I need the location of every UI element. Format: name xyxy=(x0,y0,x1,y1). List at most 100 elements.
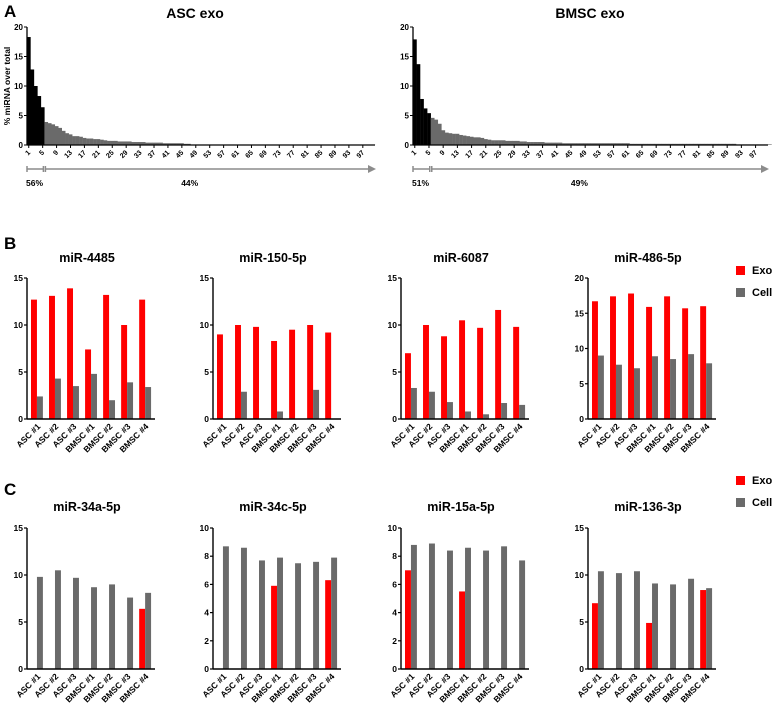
bar-exo xyxy=(49,295,55,419)
arrow-head-icon xyxy=(368,165,376,173)
y-tick-label: 8 xyxy=(204,551,209,561)
arrow-head-icon xyxy=(761,165,769,173)
bar xyxy=(519,141,524,145)
bar-cell xyxy=(127,597,134,669)
x-tick-label: 41 xyxy=(550,149,561,160)
bar xyxy=(169,143,174,145)
bar-cell xyxy=(277,411,283,419)
bar-cell xyxy=(428,543,435,669)
x-tick-label: 29 xyxy=(119,149,130,160)
bar xyxy=(576,143,581,145)
bar xyxy=(512,140,517,145)
bar-cell xyxy=(688,354,695,419)
chart-title: miR-136-3p xyxy=(614,500,682,514)
bar-cell xyxy=(109,584,116,669)
bar-cell xyxy=(688,578,695,669)
bar-cell xyxy=(670,584,677,669)
bar xyxy=(590,143,595,145)
bar xyxy=(484,139,488,145)
x-tick-label: 9 xyxy=(52,149,60,157)
bar-cell xyxy=(240,547,247,669)
bar xyxy=(124,141,129,145)
bar-cell xyxy=(145,592,152,669)
bar-exo xyxy=(477,327,484,419)
x-tick-label: 77 xyxy=(286,149,297,160)
chart-title: miR-150-5p xyxy=(239,251,307,265)
bar xyxy=(459,134,463,145)
bar-cell xyxy=(465,547,471,669)
x-tick-label: 5 xyxy=(38,149,46,157)
bar xyxy=(148,142,153,145)
chart-title: ASC exo xyxy=(166,5,224,21)
bar-exo xyxy=(405,570,411,669)
x-tick-label: 97 xyxy=(356,149,367,160)
bar xyxy=(540,142,545,145)
legend-swatch-exo xyxy=(736,476,745,485)
x-tick-label: 65 xyxy=(635,149,646,160)
bar xyxy=(508,140,513,145)
bar xyxy=(544,142,549,145)
x-tick-label: 37 xyxy=(536,149,547,160)
x-tick-label: 25 xyxy=(105,149,116,160)
bar xyxy=(180,143,184,145)
bar-exo xyxy=(253,326,260,419)
y-tick-label: 10 xyxy=(14,82,23,91)
bar-cell xyxy=(410,544,417,669)
bar-exo xyxy=(423,325,429,419)
bar xyxy=(494,140,499,145)
bar xyxy=(558,142,563,145)
y-tick-label: 10 xyxy=(388,523,398,533)
bar-cell xyxy=(652,583,658,669)
bar xyxy=(27,37,31,145)
bar xyxy=(597,143,602,145)
y-tick-label: 0 xyxy=(204,414,209,424)
legend-label-exo: Exo xyxy=(752,475,772,487)
split-label-rest: 44% xyxy=(181,178,198,188)
bar xyxy=(44,121,49,145)
bar-cell xyxy=(91,373,97,419)
bar xyxy=(476,137,481,145)
bar-exo xyxy=(513,326,520,419)
bar-exo xyxy=(405,353,411,419)
bar xyxy=(601,143,605,145)
bar-cell xyxy=(706,363,713,419)
bar xyxy=(572,143,577,145)
y-tick-label: 15 xyxy=(14,53,23,62)
y-tick-label: 5 xyxy=(579,617,584,627)
bar xyxy=(141,142,146,145)
y-tick-label: 4 xyxy=(204,608,209,618)
bar-exo xyxy=(459,591,466,669)
bar-cell xyxy=(109,400,116,419)
bar-cell xyxy=(91,587,97,669)
x-tick-label: 1 xyxy=(410,149,418,157)
bar xyxy=(159,142,163,145)
bar xyxy=(131,142,136,145)
bar xyxy=(47,123,52,145)
bar xyxy=(86,138,90,145)
bar xyxy=(491,140,495,145)
split-label-top5: 51% xyxy=(412,178,429,188)
bar-cell xyxy=(465,411,471,419)
bar-exo xyxy=(646,622,653,669)
y-tick-label: 15 xyxy=(575,308,585,318)
y-tick-label: 15 xyxy=(200,273,210,283)
y-tick-label: 5 xyxy=(19,112,24,121)
bar-exo xyxy=(664,296,671,419)
x-tick-label: 85 xyxy=(706,149,717,160)
bar xyxy=(537,142,541,145)
bar xyxy=(117,141,122,145)
bar-exo xyxy=(700,590,707,669)
bar-cell xyxy=(222,546,229,669)
bar xyxy=(526,142,531,145)
bar xyxy=(444,132,449,145)
bar xyxy=(498,140,502,145)
chart-title: BMSC exo xyxy=(555,5,624,21)
bar xyxy=(487,139,492,145)
y-tick-label: 10 xyxy=(200,523,210,533)
bar xyxy=(82,137,87,145)
bar-exo xyxy=(85,349,92,419)
split-label-top5: 56% xyxy=(26,178,43,188)
bar-cell xyxy=(501,403,508,419)
x-tick-label: 13 xyxy=(450,149,461,160)
y-tick-label: 20 xyxy=(14,23,23,32)
